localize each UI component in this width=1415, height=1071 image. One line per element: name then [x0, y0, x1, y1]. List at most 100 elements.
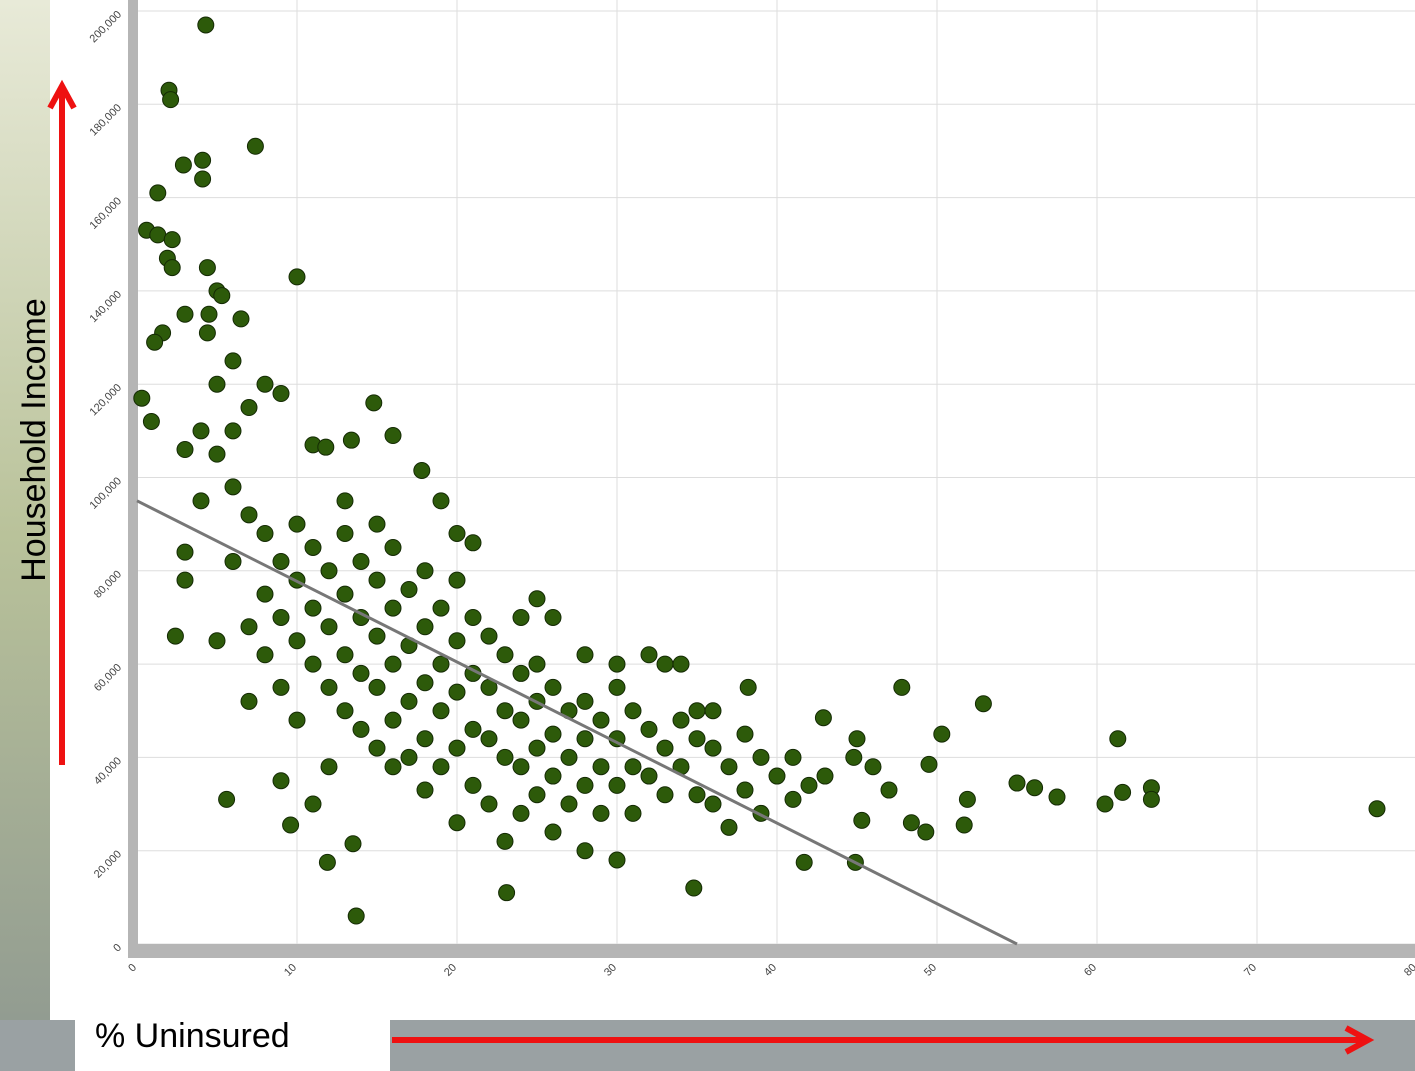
point [704, 795, 722, 813]
point [256, 646, 274, 664]
xlabel-box [75, 1008, 390, 1071]
x-axis-bar [128, 944, 1415, 958]
point [974, 695, 992, 713]
point [1114, 783, 1132, 801]
point [336, 524, 354, 542]
point [672, 711, 690, 729]
point [197, 16, 215, 34]
point [736, 781, 754, 799]
point [320, 758, 338, 776]
point [608, 678, 626, 696]
point [448, 739, 466, 757]
point [853, 811, 871, 829]
point [256, 524, 274, 542]
point [368, 678, 386, 696]
point [240, 618, 258, 636]
point [480, 795, 498, 813]
point [416, 674, 434, 692]
point [344, 835, 362, 853]
point [272, 552, 290, 570]
point [958, 790, 976, 808]
point [368, 571, 386, 589]
point [464, 534, 482, 552]
point [133, 389, 151, 407]
y-axis-bar [128, 0, 138, 958]
point [496, 702, 514, 720]
point [814, 709, 832, 727]
point [384, 655, 402, 673]
point [704, 702, 722, 720]
point [685, 879, 703, 897]
point [336, 702, 354, 720]
point [320, 618, 338, 636]
point [288, 711, 306, 729]
point [784, 790, 802, 808]
point [288, 268, 306, 286]
point [336, 646, 354, 664]
point [368, 739, 386, 757]
point [146, 333, 164, 351]
point [384, 538, 402, 556]
point [576, 692, 594, 710]
point [624, 758, 642, 776]
point [704, 739, 722, 757]
point [448, 683, 466, 701]
point [162, 91, 180, 109]
y-axis-title: Household Income [15, 298, 53, 582]
point [246, 137, 264, 155]
point [432, 599, 450, 617]
point [592, 804, 610, 822]
point [528, 739, 546, 757]
point [347, 907, 365, 925]
point [448, 632, 466, 650]
point [288, 515, 306, 533]
point [384, 711, 402, 729]
point [1048, 788, 1066, 806]
point [336, 492, 354, 510]
point [176, 571, 194, 589]
point [640, 767, 658, 785]
point [432, 492, 450, 510]
point [624, 702, 642, 720]
point [512, 711, 530, 729]
point [448, 524, 466, 542]
point [848, 730, 866, 748]
point [320, 678, 338, 696]
point [576, 776, 594, 794]
point [400, 580, 418, 598]
point [166, 627, 184, 645]
point [955, 816, 973, 834]
point [416, 618, 434, 636]
point [240, 692, 258, 710]
point [608, 851, 626, 869]
point [656, 786, 674, 804]
point [496, 646, 514, 664]
point [282, 816, 300, 834]
point [432, 758, 450, 776]
point [512, 758, 530, 776]
point [1368, 800, 1386, 818]
point [318, 853, 336, 871]
point [917, 823, 935, 841]
point [688, 730, 706, 748]
point [608, 776, 626, 794]
point [232, 310, 250, 328]
point [384, 599, 402, 617]
point [240, 506, 258, 524]
point [200, 305, 218, 323]
point [608, 655, 626, 673]
point [352, 720, 370, 738]
trend-line [136, 499, 1018, 946]
point [464, 720, 482, 738]
point [528, 655, 546, 673]
point [192, 422, 210, 440]
point [560, 748, 578, 766]
point [194, 151, 212, 169]
point [656, 739, 674, 757]
point [384, 427, 402, 445]
point [304, 795, 322, 813]
point [272, 678, 290, 696]
point [1142, 790, 1160, 808]
point [544, 678, 562, 696]
point [464, 608, 482, 626]
